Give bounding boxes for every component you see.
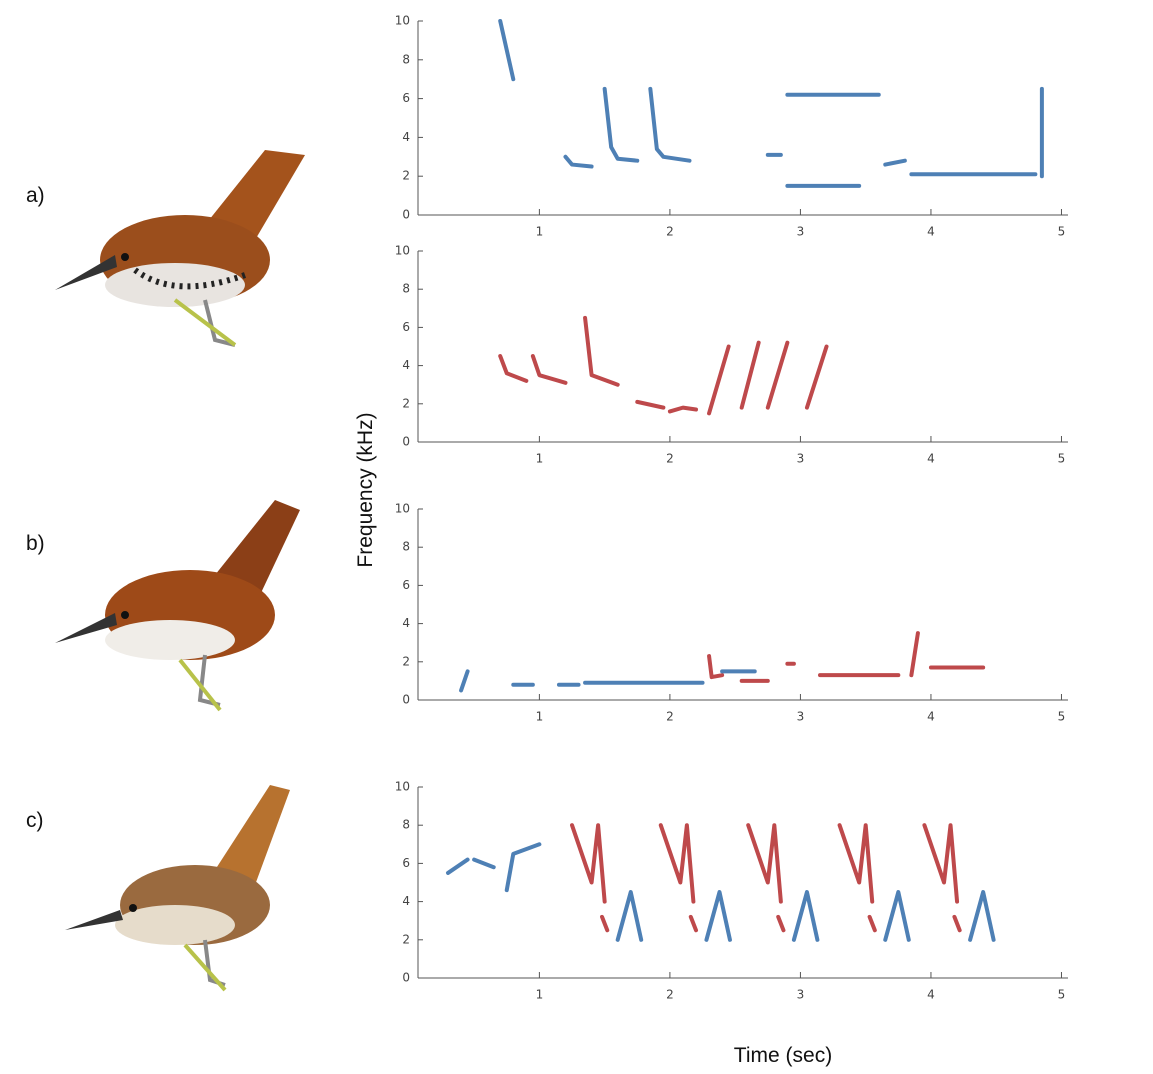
y-tick-label: 6 bbox=[402, 578, 410, 592]
syllable bbox=[670, 408, 696, 412]
panel-label: b) bbox=[26, 532, 45, 555]
y-tick-label: 6 bbox=[402, 320, 410, 334]
figure: a) b) c) Frequency (kHz) Time (sec) 0 2 4 6… bbox=[0, 0, 1153, 1070]
x-tick-label: 4 bbox=[927, 710, 935, 724]
y-tick-label: 0 bbox=[402, 693, 410, 707]
x-tick-label: 4 bbox=[927, 452, 935, 466]
y-tick-label: 8 bbox=[402, 52, 410, 66]
syllable bbox=[500, 356, 526, 381]
syllable bbox=[691, 917, 696, 930]
syllable bbox=[794, 892, 817, 940]
x-tick-label: 3 bbox=[797, 452, 805, 466]
syllable bbox=[742, 343, 759, 408]
syllable bbox=[807, 347, 827, 408]
y-tick-label: 2 bbox=[402, 396, 410, 410]
y-tick-label: 2 bbox=[402, 932, 410, 946]
syllable bbox=[461, 671, 468, 690]
syllable bbox=[778, 917, 783, 930]
y-tick-label: 6 bbox=[402, 856, 410, 870]
y-tick-label: 8 bbox=[402, 282, 410, 296]
y-tick-label: 10 bbox=[395, 502, 410, 516]
syllable bbox=[605, 89, 638, 161]
x-tick-label: 4 bbox=[927, 225, 935, 239]
x-tick-label: 3 bbox=[797, 225, 805, 239]
syllable bbox=[870, 917, 875, 930]
syllable bbox=[970, 892, 993, 940]
bird-illustrations bbox=[55, 150, 305, 990]
x-tick-label: 1 bbox=[536, 225, 544, 239]
syllable bbox=[709, 347, 729, 414]
syllable bbox=[602, 917, 607, 930]
syllable bbox=[768, 343, 788, 408]
y-tick-label: 0 bbox=[402, 208, 410, 222]
syllable bbox=[565, 157, 591, 167]
y-tick-label: 8 bbox=[402, 540, 410, 554]
syllable bbox=[954, 917, 959, 930]
syllable bbox=[924, 825, 957, 901]
y-tick-label: 0 bbox=[402, 435, 410, 449]
syllable bbox=[533, 356, 566, 383]
page: {"ylabel": "Frequency (kHz)", "xlabel": … bbox=[0, 0, 1153, 1074]
y-axis-label: Frequency (kHz) bbox=[354, 412, 377, 567]
y-tick-label: 4 bbox=[402, 130, 410, 144]
y-tick-label: 8 bbox=[402, 818, 410, 832]
syllable bbox=[618, 892, 641, 940]
y-tick-label: 2 bbox=[402, 169, 410, 183]
syllable bbox=[840, 825, 873, 901]
x-tick-label: 2 bbox=[666, 225, 674, 239]
x-tick-label: 2 bbox=[666, 452, 674, 466]
syllable bbox=[500, 21, 513, 79]
syllable bbox=[661, 825, 694, 901]
syllable bbox=[585, 318, 618, 385]
y-tick-label: 10 bbox=[395, 780, 410, 794]
y-tick-label: 10 bbox=[395, 244, 410, 258]
x-tick-label: 5 bbox=[1058, 225, 1066, 239]
x-tick-label: 5 bbox=[1058, 710, 1066, 724]
panel-label: c) bbox=[26, 809, 44, 832]
syllable bbox=[709, 656, 722, 677]
y-tick-label: 2 bbox=[402, 654, 410, 668]
x-tick-label: 2 bbox=[666, 988, 674, 1002]
syllable bbox=[911, 633, 918, 675]
x-tick-label: 4 bbox=[927, 988, 935, 1002]
y-tick-label: 10 bbox=[395, 14, 410, 28]
bird-c bbox=[65, 785, 290, 990]
syllable bbox=[706, 892, 729, 940]
panel-label: a) bbox=[26, 184, 45, 207]
syllable bbox=[885, 892, 908, 940]
x-tick-label: 5 bbox=[1058, 988, 1066, 1002]
syllable bbox=[748, 825, 781, 901]
x-tick-label: 3 bbox=[797, 988, 805, 1002]
x-tick-label: 1 bbox=[536, 710, 544, 724]
y-tick-label: 6 bbox=[402, 91, 410, 105]
x-tick-label: 1 bbox=[536, 452, 544, 466]
x-tick-label: 2 bbox=[666, 710, 674, 724]
bird-a bbox=[55, 150, 305, 345]
syllable bbox=[507, 844, 540, 890]
syllable bbox=[448, 860, 468, 873]
y-tick-label: 4 bbox=[402, 358, 410, 372]
x-tick-label: 3 bbox=[797, 710, 805, 724]
syllable bbox=[637, 402, 663, 408]
y-tick-label: 4 bbox=[402, 616, 410, 630]
syllable bbox=[474, 860, 494, 868]
x-axis-label: Time (sec) bbox=[734, 1044, 832, 1067]
x-tick-label: 1 bbox=[536, 988, 544, 1002]
x-tick-label: 5 bbox=[1058, 452, 1066, 466]
y-tick-label: 0 bbox=[402, 971, 410, 985]
syllable bbox=[650, 89, 689, 161]
syllable bbox=[885, 161, 905, 165]
bird-b bbox=[55, 500, 300, 710]
syllable bbox=[572, 825, 605, 901]
y-tick-label: 4 bbox=[402, 894, 410, 908]
